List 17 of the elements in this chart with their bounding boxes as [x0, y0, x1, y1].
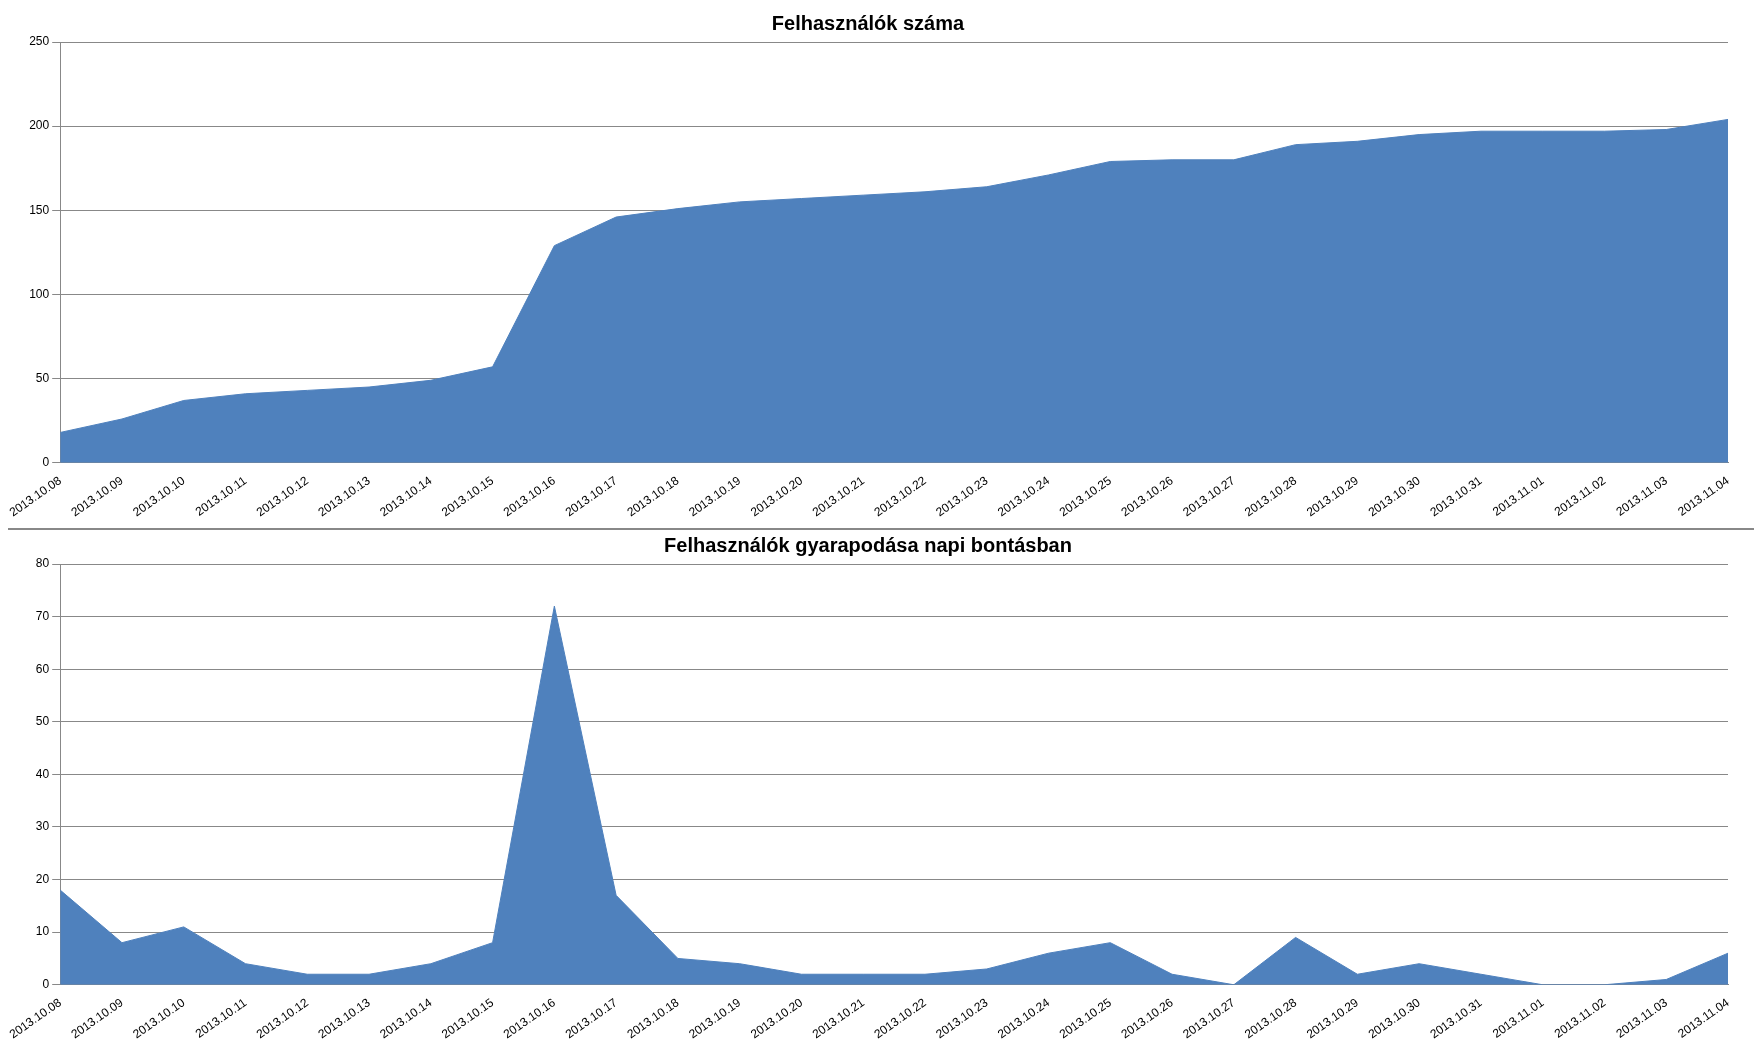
y-tick-label: 50	[35, 714, 50, 729]
y-tick-label: 20	[35, 871, 50, 886]
y-tick-label: 0	[42, 455, 50, 470]
y-tick-label: 100	[29, 286, 50, 301]
y-tick-label: 80	[35, 556, 50, 571]
y-tick-label: 60	[35, 661, 50, 676]
chart-title: Felhasználók gyarapodása napi bontásban	[664, 533, 1072, 556]
y-tick-label: 10	[35, 924, 50, 939]
y-tick-label: 70	[35, 608, 50, 623]
y-tick-label: 150	[29, 202, 50, 217]
y-tick-label: 30	[35, 819, 50, 834]
y-tick-label: 0	[42, 977, 50, 992]
y-tick-label: 40	[35, 766, 50, 781]
y-tick-label: 200	[29, 118, 50, 133]
y-tick-label: 250	[29, 34, 50, 49]
chart-title: Felhasználók száma	[771, 11, 966, 34]
y-tick-label: 50	[35, 370, 50, 385]
